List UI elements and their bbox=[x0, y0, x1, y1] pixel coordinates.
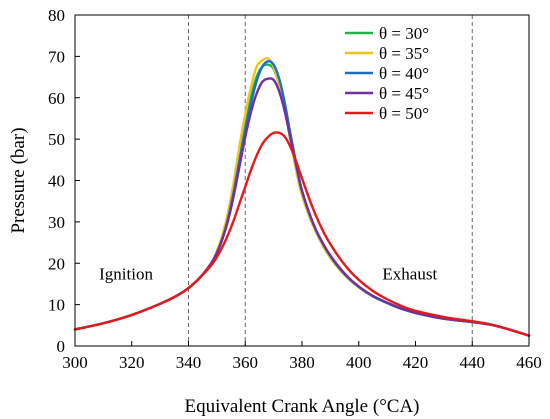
annotation-label: Exhaust bbox=[382, 265, 437, 284]
x-tick-label: 460 bbox=[516, 353, 542, 372]
series-line-0 bbox=[73, 63, 531, 337]
series-lines bbox=[73, 56, 531, 337]
x-tick-label: 340 bbox=[176, 353, 202, 372]
y-tick-label: 50 bbox=[48, 130, 65, 149]
reference-lines bbox=[188, 15, 473, 346]
y-tick-label: 20 bbox=[48, 254, 65, 273]
legend-label: θ = 30° bbox=[379, 24, 429, 43]
y-axis-ticks: 0 10 20 30 40 50 60 70 80 bbox=[48, 6, 80, 356]
x-tick-label: 380 bbox=[289, 353, 315, 372]
y-tick-label: 70 bbox=[48, 47, 65, 66]
legend-label: θ = 50° bbox=[379, 104, 429, 123]
x-tick-label: 420 bbox=[403, 353, 429, 372]
y-tick-label: 0 bbox=[57, 337, 66, 356]
legend-label: θ = 40° bbox=[379, 64, 429, 83]
y-tick-label: 60 bbox=[48, 89, 65, 108]
series-line-1 bbox=[73, 56, 531, 337]
x-axis-ticks: 300 320 340 360 380 400 420 440 460 bbox=[62, 341, 542, 372]
series-line-4 bbox=[73, 131, 531, 337]
legend: θ = 30°θ = 35°θ = 40°θ = 45°θ = 50° bbox=[345, 24, 429, 123]
y-tick-label: 40 bbox=[48, 172, 65, 191]
series-line-3 bbox=[73, 77, 531, 337]
x-tick-label: 440 bbox=[460, 353, 486, 372]
legend-label: θ = 45° bbox=[379, 84, 429, 103]
x-axis-title: Equivalent Crank Angle (°CA) bbox=[184, 396, 419, 417]
y-tick-label: 10 bbox=[48, 296, 65, 315]
x-tick-label: 300 bbox=[62, 353, 88, 372]
y-tick-label: 80 bbox=[48, 6, 65, 25]
y-axis-title: Pressure (bar) bbox=[8, 127, 29, 233]
x-tick-label: 360 bbox=[233, 353, 259, 372]
annotations: Ignition Exhaust bbox=[99, 265, 437, 284]
legend-label: θ = 35° bbox=[379, 44, 429, 63]
y-tick-label: 30 bbox=[48, 213, 65, 232]
x-tick-label: 400 bbox=[346, 353, 372, 372]
annotation-label: Ignition bbox=[99, 265, 153, 284]
x-tick-label: 320 bbox=[119, 353, 145, 372]
